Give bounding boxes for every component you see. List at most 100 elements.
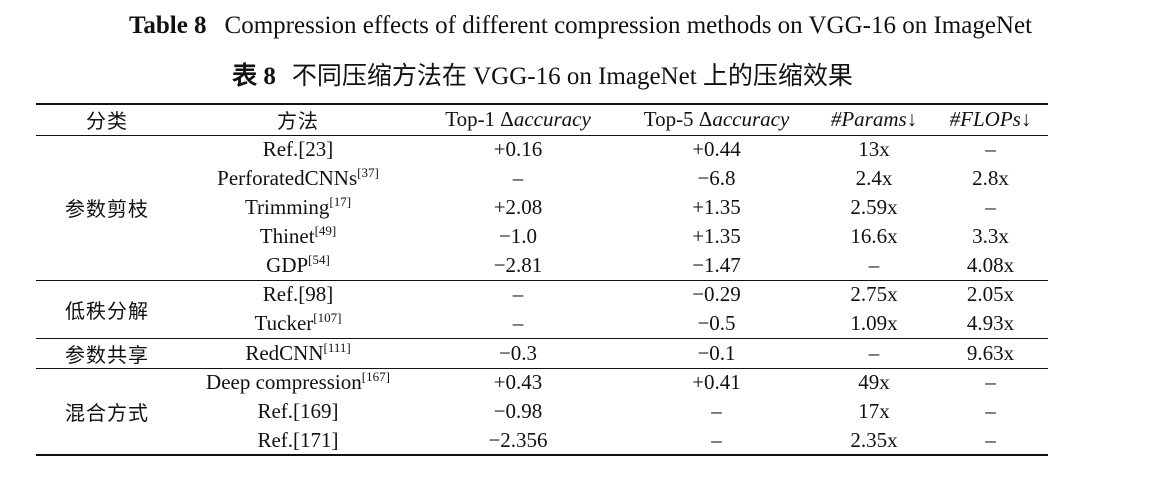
method-cell: RedCNN[111] — [178, 338, 418, 369]
table-row: Trimming[17] +2.08 +1.35 2.59x – — [36, 193, 1048, 222]
category-cell: 参数共享 — [36, 338, 178, 369]
caption-english-text: Compression effects of different compres… — [224, 12, 1033, 39]
flops-cell: 4.93x — [933, 309, 1048, 339]
top1-cell: +2.08 — [493, 195, 543, 219]
category-cell: 参数剪枝 — [36, 135, 178, 281]
table-row: 混合方式 Deep compression[167] +0.43 +0.41 49x – — [36, 368, 1048, 456]
top1-cell: −2.356 — [418, 426, 618, 456]
header-top1: Top-1 Δaccuracy — [418, 103, 618, 136]
category-cell: 混合方式 — [36, 368, 178, 456]
method-cell: Ref.[169] — [178, 397, 418, 426]
method-name: Ref.[169] — [257, 399, 339, 423]
method-name: Ref.[98] — [262, 282, 334, 307]
compression-table: 分类 方法 Top-1 Δaccuracy Top-5 Δaccuracy #P… — [36, 103, 1048, 456]
method-cell: Thinet[49] — [178, 222, 418, 251]
caption-chinese-label: 表 8 — [232, 63, 276, 90]
method-cell: Trimming[17] — [178, 193, 418, 222]
flops-cell: – — [985, 137, 996, 162]
method-name: Tucker — [254, 310, 314, 335]
top1-cell: – — [512, 166, 524, 190]
params-cell: – — [815, 338, 933, 369]
method-citation: [49] — [314, 223, 337, 238]
method-citation: [17] — [329, 194, 352, 209]
method-name: Thinet — [259, 224, 315, 248]
top1-cell: −1.0 — [498, 224, 538, 248]
method-cell: Deep compression[167] — [178, 368, 418, 397]
top1-cell: +0.16 — [493, 137, 543, 162]
table-group: 参数剪枝 Ref.[23] +0.16 +0.44 13x – PerforatedCNNs… — [36, 135, 1048, 281]
header-flops: #FLOPs↓ — [933, 103, 1048, 136]
flops-cell: 2.8x — [972, 166, 1009, 190]
header-params: #Params↓ — [815, 103, 933, 136]
table-group: 低秩分解 Ref.[98] – −0.29 2.75x 2.05x Tucker[107] –… — [36, 280, 1048, 339]
method-name: Ref.[171] — [257, 427, 339, 452]
top5-cell: +0.44 — [692, 137, 741, 162]
flops-cell: 2.05x — [966, 282, 1015, 307]
table-row: Ref.[171] −2.356–2.35x – — [36, 426, 1048, 456]
top1-cell: +0.43 — [493, 370, 543, 395]
method-name: Deep compression — [206, 370, 362, 395]
top1-cell: −0.3 — [418, 338, 618, 369]
table-row: 参数剪枝 Ref.[23] +0.16 +0.44 13x – — [36, 135, 1048, 281]
header-top1-prefix: Top-1 Δ — [445, 107, 514, 132]
method-citation: [167] — [361, 369, 390, 385]
top1-cell: −0.98 — [493, 399, 543, 423]
top5-cell: – — [711, 399, 722, 423]
top5-cell: +1.35 — [692, 195, 741, 219]
table-row: Ref.[169] −0.98 – 17x – — [36, 397, 1048, 426]
header-top1-italic: accuracy — [513, 107, 591, 132]
method-cell: PerforatedCNNs[37] — [178, 164, 418, 193]
method-citation: [37] — [357, 165, 379, 180]
top5-cell: −1.47 — [618, 251, 815, 281]
method-citation: [54] — [308, 251, 330, 267]
top5-cell: – — [618, 426, 815, 456]
header-method: 方法 — [178, 103, 418, 136]
method-name: PerforatedCNNs — [217, 166, 358, 190]
flops-cell: – — [985, 399, 996, 423]
header-top5-italic: accuracy — [712, 107, 790, 132]
params-cell: 2.59x — [850, 195, 898, 219]
flops-cell: – — [985, 370, 996, 395]
table-row: GDP[54] −2.81 −1.47–4.08x — [36, 251, 1048, 281]
params-cell: 16.6x — [850, 224, 898, 248]
top1-cell: – — [418, 309, 618, 339]
method-name: Ref.[23] — [262, 137, 334, 162]
method-name: RedCNN — [245, 340, 324, 365]
params-cell: 17x — [858, 399, 890, 423]
method-name: GDP — [266, 252, 309, 277]
method-cell: GDP[54] — [178, 251, 418, 281]
method-name: Trimming — [244, 195, 330, 219]
flops-cell: 9.63x — [933, 338, 1048, 369]
top5-cell: −6.8 — [697, 166, 736, 190]
params-cell: 2.4x — [855, 166, 893, 190]
header-row: 分类 方法 Top-1 Δaccuracy Top-5 Δaccuracy #P… — [36, 103, 1048, 136]
top5-cell: −0.1 — [618, 338, 815, 369]
header-top5: Top-5 Δaccuracy — [618, 103, 815, 136]
table-group: 参数共享 RedCNN[111] −0.3 −0.1–9.63x — [36, 338, 1048, 369]
top5-cell: +1.35 — [692, 224, 741, 248]
flops-cell: – — [985, 195, 996, 219]
table-row: Tucker[107] – −0.5 1.09x 4.93x — [36, 309, 1048, 339]
flops-cell: 4.08x — [933, 251, 1048, 281]
table-row: 参数共享 RedCNN[111] −0.3 −0.1–9.63x — [36, 338, 1048, 369]
top5-cell: +0.41 — [692, 370, 741, 395]
caption-english: Table 8 Compression effects of different … — [0, 12, 1161, 40]
method-cell: Tucker[107] — [178, 309, 418, 339]
caption-chinese-text: 不同压缩方法在 VGG-16 on ImageNet 上的压缩效果 — [291, 63, 853, 90]
caption-english-label: Table 8 — [128, 12, 207, 39]
method-cell: Ref.[23] — [178, 135, 418, 164]
table-group: 混合方式 Deep compression[167] +0.43 +0.41 49x – R… — [36, 368, 1048, 456]
method-cell: Ref.[171] — [178, 426, 418, 456]
table-row: Thinet[49] −1.0 +1.35 16.6x 3.3x — [36, 222, 1048, 251]
params-cell: 49x — [858, 370, 890, 395]
top1-cell: – — [512, 282, 524, 307]
method-citation: [111] — [323, 339, 351, 355]
table-row: PerforatedCNNs[37] – −6.8 2.4x 2.8x — [36, 164, 1048, 193]
caption-chinese: 表 8 不同压缩方法在 VGG-16 on ImageNet 上的压缩效果 — [0, 56, 1085, 92]
method-cell: Ref.[98] — [178, 280, 418, 309]
flops-cell: 3.3x — [972, 224, 1009, 248]
category-cell: 低秩分解 — [36, 280, 178, 339]
header-top5-prefix: Top-5 Δ — [643, 107, 713, 132]
flops-cell: – — [933, 426, 1048, 456]
top5-cell: −0.5 — [618, 309, 815, 339]
